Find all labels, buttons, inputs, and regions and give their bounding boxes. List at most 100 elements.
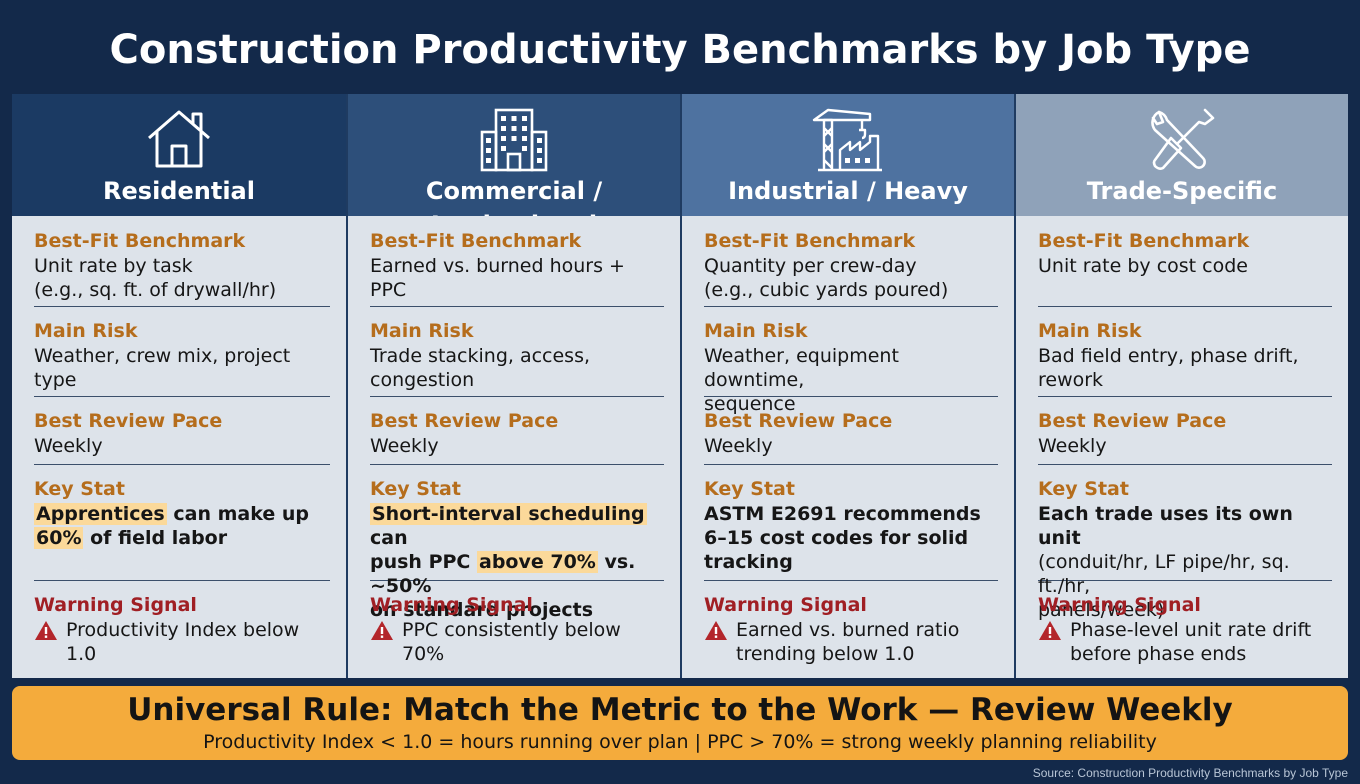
benchmark-label: Best-Fit Benchmark	[704, 230, 916, 252]
column-residential: Residential Best-Fit Benchmark Unit rate…	[12, 94, 346, 678]
risk-label: Main Risk	[34, 320, 138, 342]
pace-text: Weekly	[1038, 435, 1107, 457]
pace-text: Weekly	[34, 435, 103, 457]
banner-subtext: Productivity Index < 1.0 = hours running…	[203, 731, 1157, 753]
warning-triangle-icon	[1039, 621, 1061, 640]
key-stat-section: Key Stat Short-interval scheduling can p…	[370, 476, 664, 621]
column-header: Industrial / Heavy	[682, 94, 1014, 216]
key-stat-text: Short-interval scheduling can	[370, 502, 664, 550]
benchmark-label: Best-Fit Benchmark	[1038, 230, 1250, 252]
column-trade-specific: Trade-Specific Best-Fit Benchmark Unit r…	[1014, 94, 1348, 678]
column-body: Best-Fit Benchmark Unit rate by cost cod…	[1016, 216, 1348, 678]
warning-text: PPC consistently below 70%	[402, 619, 621, 665]
benchmark-section: Best-Fit Benchmark Unit rate by task (e.…	[34, 228, 330, 307]
pace-label: Best Review Pace	[34, 410, 223, 432]
risk-text: congestion	[370, 369, 475, 391]
warning-label: Warning Signal	[1038, 594, 1201, 616]
key-stat-text: (conduit/hr, LF pipe/hr, sq. ft./hr,	[1038, 551, 1290, 597]
house-icon	[148, 110, 210, 168]
risk-text: Trade stacking, access,	[370, 345, 591, 367]
stat-text: push PPC	[370, 551, 477, 573]
column-commercial: Commercial / Institutional Best-Fit Benc…	[346, 94, 680, 678]
column-header: Commercial / Institutional	[348, 94, 680, 239]
warning-text: Phase-level unit rate drift	[1070, 619, 1312, 641]
key-stat-label: Key Stat	[1038, 478, 1129, 500]
page-title: Construction Productivity Benchmarks by …	[109, 27, 1251, 73]
warning-text: trending below 1.0	[736, 643, 915, 665]
benchmark-text: Quantity per crew-day	[704, 255, 917, 277]
key-stat-section: Key Stat ASTM E2691 recommends 6–15 cost…	[704, 476, 998, 581]
warning-triangle-icon	[371, 621, 393, 640]
pace-label: Best Review Pace	[704, 410, 893, 432]
key-stat-text: Apprentices can make up	[34, 502, 330, 526]
risk-label: Main Risk	[370, 320, 474, 342]
risk-section: Main Risk Bad field entry, phase drift, …	[1038, 318, 1332, 397]
stat-text: vs. ~50%	[370, 551, 636, 597]
pace-text: Weekly	[704, 435, 773, 457]
benchmark-text: Unit rate by cost code	[1038, 255, 1248, 277]
wrench-screwdriver-icon	[1151, 108, 1215, 170]
column-title: Industrial / Heavy	[728, 177, 968, 205]
pace-section: Best Review Pace Weekly	[704, 408, 998, 465]
pace-label: Best Review Pace	[370, 410, 559, 432]
column-industrial: Industrial / Heavy Best-Fit Benchmark Qu…	[680, 94, 1014, 678]
risk-section: Main Risk Weather, crew mix, project typ…	[34, 318, 330, 397]
warning-section: Warning Signal Phase-level unit rate dri…	[1038, 592, 1332, 670]
stat-highlight: Short-interval scheduling	[370, 503, 647, 525]
risk-text: rework	[1038, 369, 1104, 391]
warning-section: Warning Signal Productivity Index below …	[34, 592, 330, 670]
key-stat-text: on standard projects	[370, 599, 594, 621]
stat-text: can	[370, 527, 408, 549]
key-stat-text: tracking	[704, 551, 793, 573]
benchmark-text: (e.g., sq. ft. of drywall/hr)	[34, 279, 277, 301]
warning-text: Productivity Index below 1.0	[66, 619, 300, 665]
risk-label: Main Risk	[704, 320, 808, 342]
column-body: Best-Fit Benchmark Unit rate by task (e.…	[12, 216, 346, 678]
benchmark-text: Unit rate by task	[34, 255, 193, 277]
source-note: Source: Construction Productivity Benchm…	[1032, 766, 1348, 780]
warning-label: Warning Signal	[370, 594, 533, 616]
pace-label: Best Review Pace	[1038, 410, 1227, 432]
warning-label: Warning Signal	[34, 594, 197, 616]
risk-text: sequence	[704, 393, 796, 415]
benchmark-section: Best-Fit Benchmark Earned vs. burned hou…	[370, 228, 664, 307]
stat-highlight: 60%	[34, 527, 84, 549]
benchmark-text: Earned vs. burned hours + PPC	[370, 255, 625, 301]
pace-section: Best Review Pace Weekly	[34, 408, 330, 465]
column-title: Trade-Specific	[1086, 177, 1278, 205]
benchmark-text: (e.g., cubic yards poured)	[704, 279, 949, 301]
key-stat-text: panels/week)	[1038, 599, 1165, 621]
key-stat-text: 6–15 cost codes for solid	[704, 527, 969, 549]
office-building-icon	[480, 108, 548, 172]
key-stat-text: ASTM E2691 recommends	[704, 503, 981, 525]
pace-section: Best Review Pace Weekly	[1038, 408, 1332, 465]
crane-factory-icon	[812, 108, 882, 172]
stat-text: of field labor	[83, 527, 228, 549]
benchmark-section: Best-Fit Benchmark Unit rate by cost cod…	[1038, 228, 1332, 307]
column-body: Best-Fit Benchmark Quantity per crew-day…	[682, 216, 1014, 678]
benchmark-grid: Residential Best-Fit Benchmark Unit rate…	[12, 94, 1348, 678]
key-stat-section: Key Stat Each trade uses its own unit (c…	[1038, 476, 1332, 621]
column-title: Residential	[103, 177, 255, 205]
risk-text: Weather, crew mix, project type	[34, 345, 291, 391]
pace-section: Best Review Pace Weekly	[370, 408, 664, 465]
warning-triangle-icon	[35, 621, 57, 640]
key-stat-label: Key Stat	[704, 478, 795, 500]
risk-label: Main Risk	[1038, 320, 1142, 342]
key-stat-label: Key Stat	[370, 478, 461, 500]
key-stat-section: Key Stat Apprentices can make up 60% of …	[34, 476, 330, 581]
key-stat-text: push PPC above 70% vs. ~50%	[370, 550, 664, 598]
benchmark-section: Best-Fit Benchmark Quantity per crew-day…	[704, 228, 998, 307]
benchmark-label: Best-Fit Benchmark	[34, 230, 246, 252]
stat-highlight: above 70%	[477, 551, 598, 573]
risk-text: Weather, equipment downtime,	[704, 345, 899, 391]
warning-triangle-icon	[705, 621, 727, 640]
risk-section: Main Risk Weather, equipment downtime, s…	[704, 318, 998, 415]
pace-text: Weekly	[370, 435, 439, 457]
warning-section: Warning Signal PPC consistently below 70…	[370, 592, 664, 670]
key-stat-text: Each trade uses its own unit	[1038, 503, 1293, 549]
risk-text: Bad field entry, phase drift,	[1038, 345, 1299, 367]
banner-headline: Universal Rule: Match the Metric to the …	[127, 692, 1233, 728]
warning-label: Warning Signal	[704, 594, 867, 616]
benchmark-label: Best-Fit Benchmark	[370, 230, 582, 252]
